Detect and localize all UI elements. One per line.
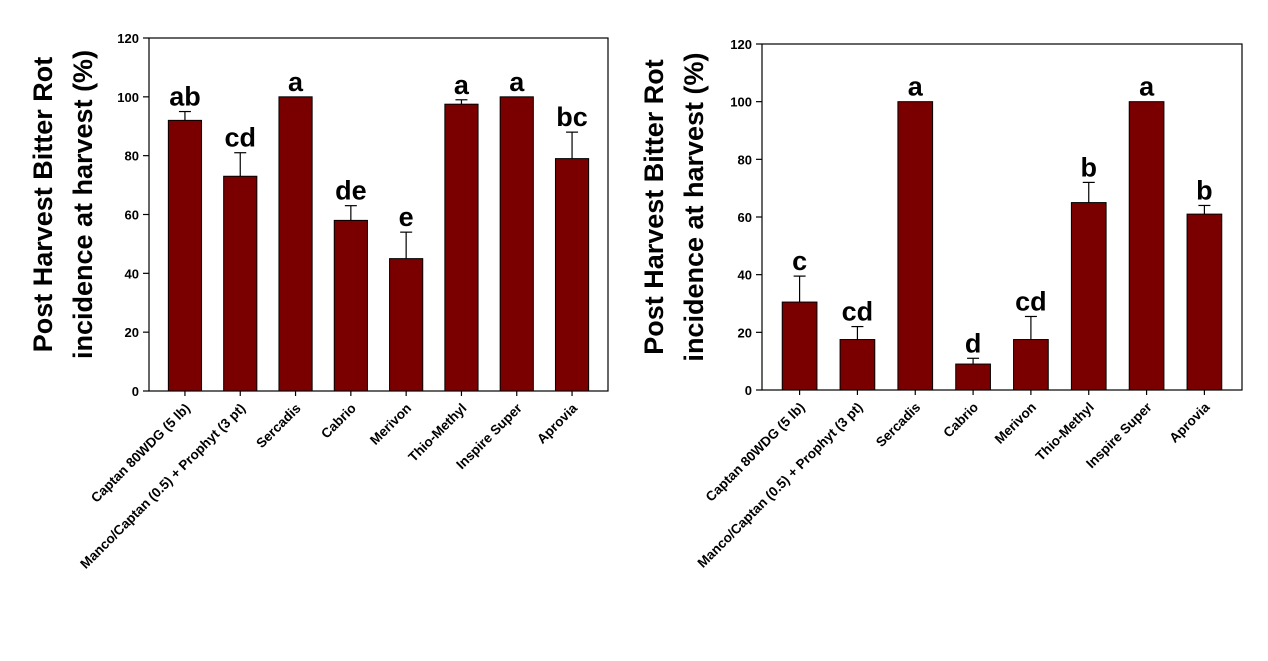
x-category-label: Cabrio xyxy=(940,400,981,441)
significance-letter: ab xyxy=(169,82,201,112)
y-tick-label: 120 xyxy=(117,31,139,46)
bar xyxy=(554,158,590,392)
x-category-label: Sercadis xyxy=(873,400,923,450)
x-category-label: Thio-Methyl xyxy=(1033,400,1097,464)
y-tick-label: 0 xyxy=(745,383,752,398)
y-tick-label: 80 xyxy=(125,149,139,164)
bar xyxy=(897,101,934,391)
x-category-label: Captan 80WDG (5 lb) xyxy=(88,401,193,506)
y-tick-label: 100 xyxy=(117,90,139,105)
significance-letter: a xyxy=(288,67,304,97)
x-category-label: Captan 80WDG (5 lb) xyxy=(703,400,808,505)
x-category-label: Aprovia xyxy=(1166,399,1212,445)
significance-letter: cd xyxy=(224,123,256,153)
bar xyxy=(167,119,203,392)
y-tick-label: 40 xyxy=(125,266,139,281)
bar xyxy=(389,258,424,392)
significance-letter: de xyxy=(335,176,367,206)
bar xyxy=(499,96,534,392)
chart-left: 0 20 40 60 80 100 120 Post Harvest Bitter Rot in… xyxy=(28,31,609,572)
y-axis-label: Post Harvest Bitter Rot xyxy=(639,59,669,355)
plot-frame xyxy=(761,43,1243,391)
significance-letter: d xyxy=(965,328,982,358)
y-axis-label: incidence at harvest (%) xyxy=(68,50,98,359)
bar xyxy=(278,96,313,392)
significance-letter: a xyxy=(1139,72,1155,102)
bar xyxy=(333,219,368,392)
significance-letter: bc xyxy=(556,102,588,132)
significance-letter: cd xyxy=(1015,286,1047,316)
bar xyxy=(1128,101,1165,391)
significance-letter: a xyxy=(454,70,470,100)
y-tick-label: 0 xyxy=(132,384,139,399)
y-tick-label: 80 xyxy=(738,152,752,167)
y-tick-label: 60 xyxy=(738,210,752,225)
significance-letter: cd xyxy=(842,297,874,327)
x-category-label: Merivon xyxy=(367,401,414,448)
x-category-label: Cabrio xyxy=(318,401,359,442)
bar xyxy=(1013,339,1049,391)
y-tick-label: 20 xyxy=(125,325,139,340)
bar xyxy=(839,339,876,391)
significance-letter: b xyxy=(1080,152,1097,182)
bar xyxy=(1186,213,1223,391)
bar xyxy=(781,301,818,391)
significance-letter: a xyxy=(908,72,924,102)
y-tick-label: 100 xyxy=(730,95,752,110)
significance-letter: c xyxy=(792,246,807,276)
bar xyxy=(955,363,991,391)
y-tick-label: 120 xyxy=(730,37,752,52)
bar xyxy=(223,175,258,392)
y-tick-label: 40 xyxy=(738,268,752,283)
significance-letter: e xyxy=(399,202,414,232)
y-tick-label: 60 xyxy=(125,208,139,223)
x-category-label: Merivon xyxy=(992,400,1039,447)
bar xyxy=(1070,202,1107,391)
x-category-label: Sercadis xyxy=(253,401,303,451)
chart-right: 0 20 40 60 80 100 120 Post Harvest Bitter Rot in… xyxy=(639,37,1243,571)
significance-letter: a xyxy=(509,67,525,97)
plot-frame xyxy=(148,37,609,392)
y-tick-label: 20 xyxy=(738,325,752,340)
x-category-label: Aprovia xyxy=(534,400,580,446)
y-axis-label: incidence at harvest (%) xyxy=(679,52,709,361)
significance-letter: b xyxy=(1196,175,1213,205)
y-axis-label: Post Harvest Bitter Rot xyxy=(28,57,58,353)
bar xyxy=(444,103,479,392)
